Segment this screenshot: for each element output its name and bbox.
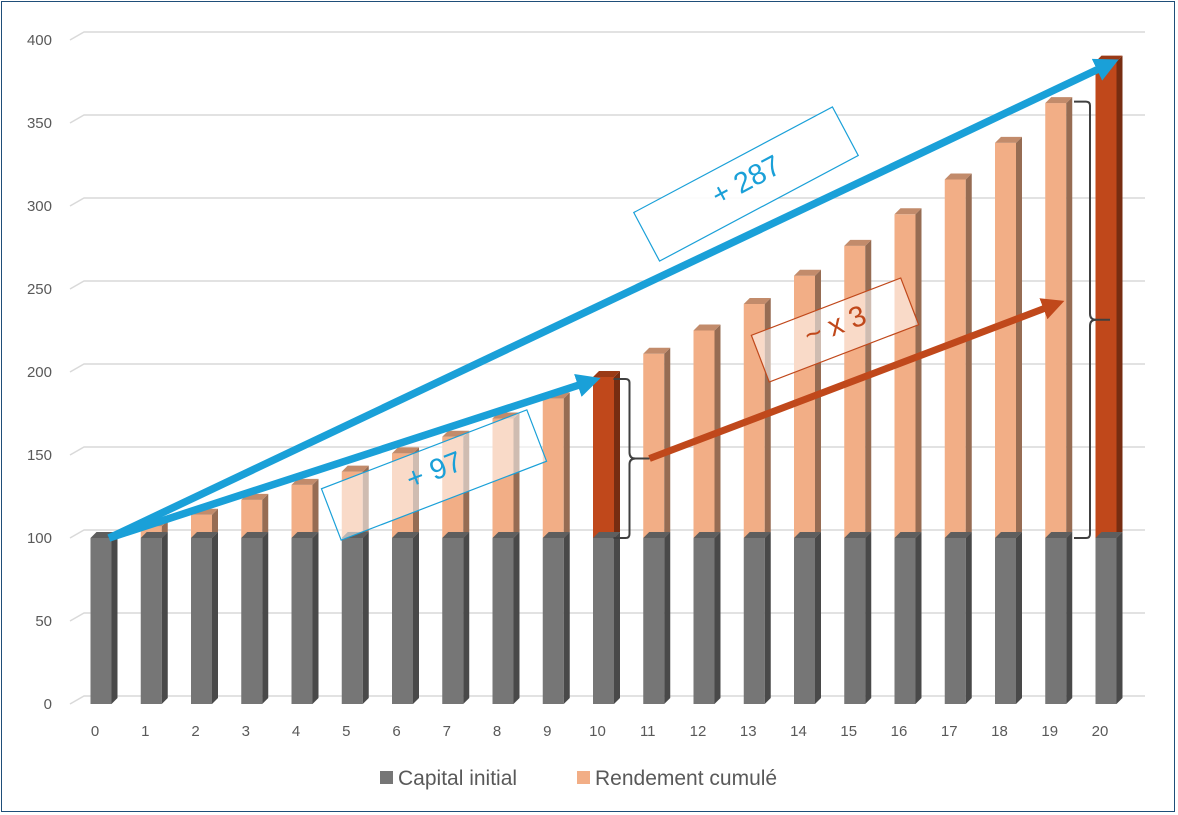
y-axis: 0 50 100 150 200 250 300 350 400 — [27, 32, 52, 713]
bar-capital-initial — [341, 532, 369, 704]
x-tick-label: 9 — [543, 723, 551, 740]
bar-capital-initial — [995, 532, 1022, 704]
gridline — [69, 446, 1145, 456]
legend-swatch — [577, 771, 590, 784]
bar-capital-initial — [542, 532, 570, 704]
gridline — [69, 280, 1145, 290]
gridline — [69, 695, 1145, 705]
x-tick-label: 5 — [342, 723, 350, 740]
y-tick-label: 200 — [27, 364, 52, 381]
bar-capital-initial — [191, 532, 218, 704]
bar-rendement-cumule — [1045, 97, 1073, 538]
bar-capital-initial — [643, 532, 671, 704]
bar-rendement-cumule — [995, 136, 1022, 539]
y-tick-label: 300 — [27, 198, 52, 215]
gridline — [69, 529, 1145, 539]
bar-capital-initial — [743, 532, 771, 704]
bar-rendement-cumule — [844, 239, 872, 538]
annotation-box-plus-287 — [632, 106, 860, 262]
y-tick-label: 150 — [27, 447, 52, 464]
x-tick-label: 15 — [840, 723, 857, 740]
x-tick-label: 12 — [690, 723, 707, 740]
bar-rendement-cumule — [894, 208, 922, 539]
y-tick-label: 100 — [27, 530, 52, 547]
bar-capital-initial — [90, 532, 118, 704]
gridline — [69, 31, 1145, 41]
gridline — [69, 363, 1145, 373]
bar-rendement-cumule — [593, 370, 620, 538]
y-tick-label: 400 — [27, 32, 52, 49]
x-tick-label: 13 — [740, 723, 757, 740]
x-tick-label: 11 — [640, 723, 656, 740]
bar-capital-initial — [392, 532, 419, 704]
bar-capital-initial — [944, 532, 972, 704]
bar-rendement-cumule — [241, 493, 269, 538]
bar-capital-initial — [693, 532, 721, 704]
bar-capital-initial — [1045, 532, 1073, 704]
bar-rendement-cumule — [291, 478, 319, 538]
x-tick-label: 0 — [91, 723, 99, 740]
y-tick-label: 350 — [27, 115, 52, 132]
x-tick-label: 3 — [242, 723, 250, 740]
y-tick-label: 250 — [27, 281, 52, 298]
bar-capital-initial — [593, 532, 620, 704]
x-tick-label: 20 — [1092, 723, 1109, 740]
bar-capital-initial — [894, 532, 922, 704]
bar-rendement-cumule — [643, 347, 671, 538]
x-tick-label: 1 — [141, 723, 149, 740]
gridline — [69, 612, 1145, 622]
bar-capital-initial — [291, 532, 319, 704]
annotations: + 97+ 287~ x 3 — [107, 58, 1119, 542]
x-tick-label: 14 — [790, 723, 807, 740]
y-tick-label: 0 — [44, 696, 52, 713]
bar-rendement-cumule — [944, 173, 972, 538]
arrow-plus-97 — [107, 374, 601, 542]
bar-capital-initial — [1095, 532, 1123, 704]
legend-label: Rendement cumulé — [595, 767, 777, 790]
gridline — [69, 197, 1145, 207]
legend-label: Capital initial — [398, 767, 517, 790]
arrow-times-3 — [648, 298, 1065, 462]
bracket-year-10 — [613, 457, 636, 539]
x-tick-label: 18 — [991, 723, 1008, 740]
x-tick-label: 19 — [1041, 723, 1058, 740]
x-tick-label: 4 — [292, 723, 300, 740]
x-tick-label: 16 — [891, 723, 908, 740]
legend: Capital initial Rendement cumulé — [380, 767, 777, 790]
x-tick-label: 7 — [443, 723, 451, 740]
bracket-year-20 — [1074, 318, 1097, 539]
legend-swatch — [380, 771, 393, 784]
bar-capital-initial — [442, 532, 470, 704]
bar-capital-initial — [844, 532, 872, 704]
bars — [90, 55, 1123, 704]
x-axis: 0 1 2 3 4 5 6 7 8 9 10 11 12 13 14 15 16 17 18 19 20 — [91, 723, 1109, 740]
gridline — [69, 114, 1145, 124]
annotation-box-times-3 — [750, 277, 920, 383]
bar-capital-initial — [140, 532, 168, 704]
annotation-box-plus-97 — [320, 409, 548, 541]
y-tick-label: 50 — [35, 613, 52, 630]
bar-rendement-cumule — [1095, 55, 1123, 538]
bar-capital-initial — [794, 532, 821, 704]
x-tick-label: 17 — [941, 723, 958, 740]
bar-capital-initial — [241, 532, 269, 704]
bar-capital-initial — [492, 532, 520, 704]
arrow-plus-287 — [107, 58, 1119, 542]
x-tick-label: 2 — [191, 723, 199, 740]
bar-rendement-cumule — [542, 392, 570, 538]
x-tick-label: 10 — [589, 723, 606, 740]
x-tick-label: 8 — [493, 723, 501, 740]
x-tick-label: 6 — [392, 723, 400, 740]
